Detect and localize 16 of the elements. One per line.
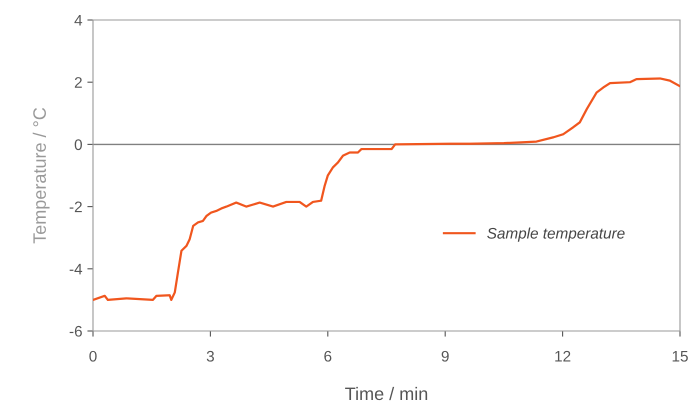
x-tick-label: 12 [555, 350, 570, 362]
x-tick-label: 9 [442, 350, 449, 362]
x-axis-title: Time / min [345, 386, 428, 400]
y-tick-label: 2 [74, 77, 82, 88]
y-tick-label: 4 [74, 15, 82, 26]
line-series [93, 77, 680, 302]
y-tick-label: 0 [74, 139, 82, 150]
x-tick-label: 0 [89, 350, 97, 362]
x-tick-label: 3 [206, 350, 214, 362]
y-tick-label: -2 [70, 201, 82, 212]
x-tick-label: 6 [324, 350, 332, 362]
x-tick-label: 15 [672, 351, 688, 362]
y-tick-label: -6 [70, 326, 82, 337]
y-tick-label: -4 [70, 264, 82, 274]
legend-label: Sample temperature [487, 227, 625, 242]
y-axis-title: Temperature / °C [32, 108, 50, 244]
